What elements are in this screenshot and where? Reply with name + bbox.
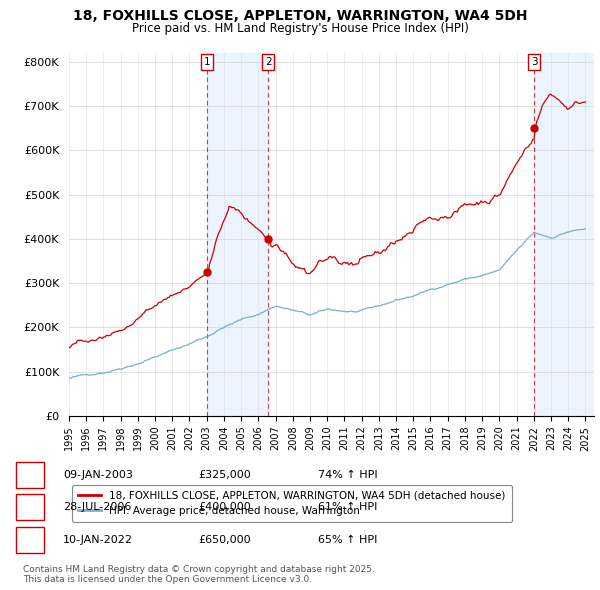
Legend: 18, FOXHILLS CLOSE, APPLETON, WARRINGTON, WA4 5DH (detached house), HPI: Average: 18, FOXHILLS CLOSE, APPLETON, WARRINGTON… bbox=[71, 484, 512, 522]
Text: 09-JAN-2003: 09-JAN-2003 bbox=[63, 470, 133, 480]
Text: 1: 1 bbox=[204, 57, 211, 67]
Text: 61% ↑ HPI: 61% ↑ HPI bbox=[318, 503, 377, 512]
Text: Contains HM Land Registry data © Crown copyright and database right 2025.
This d: Contains HM Land Registry data © Crown c… bbox=[23, 565, 374, 584]
Text: 3: 3 bbox=[26, 535, 34, 545]
Text: £325,000: £325,000 bbox=[198, 470, 251, 480]
Text: £650,000: £650,000 bbox=[198, 535, 251, 545]
Text: 65% ↑ HPI: 65% ↑ HPI bbox=[318, 535, 377, 545]
Text: 10-JAN-2022: 10-JAN-2022 bbox=[63, 535, 133, 545]
Text: Price paid vs. HM Land Registry's House Price Index (HPI): Price paid vs. HM Land Registry's House … bbox=[131, 22, 469, 35]
Text: 3: 3 bbox=[531, 57, 538, 67]
Text: £400,000: £400,000 bbox=[198, 503, 251, 512]
Text: 1: 1 bbox=[26, 470, 34, 480]
Text: 18, FOXHILLS CLOSE, APPLETON, WARRINGTON, WA4 5DH: 18, FOXHILLS CLOSE, APPLETON, WARRINGTON… bbox=[73, 9, 527, 23]
Text: 2: 2 bbox=[265, 57, 271, 67]
Text: 28-JUL-2006: 28-JUL-2006 bbox=[63, 503, 131, 512]
Text: 2: 2 bbox=[26, 503, 34, 512]
Text: 74% ↑ HPI: 74% ↑ HPI bbox=[318, 470, 377, 480]
Bar bbox=[534, 53, 594, 416]
Bar bbox=[207, 53, 268, 416]
